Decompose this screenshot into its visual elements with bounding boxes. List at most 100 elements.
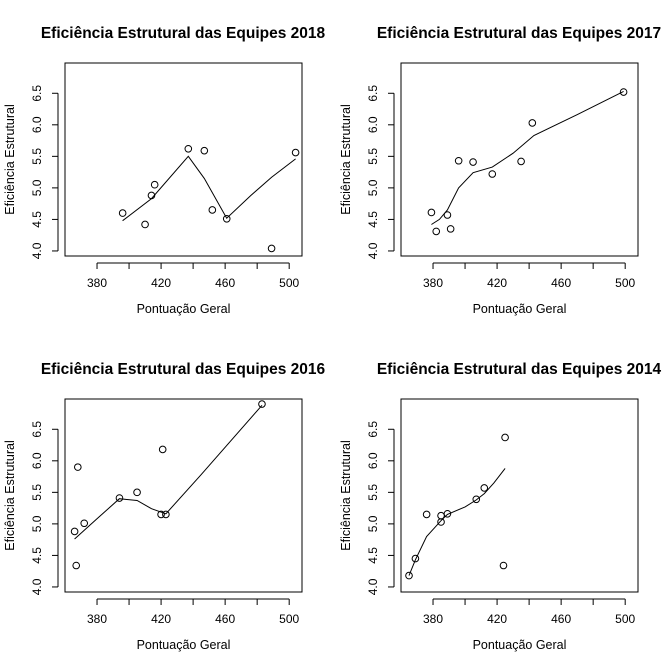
- data-point: [141, 220, 149, 229]
- chart-title: Eficiência Estrutural das Equipes 2018: [41, 25, 326, 42]
- data-point: [157, 510, 165, 519]
- data-point: [162, 510, 170, 519]
- data-point: [480, 484, 489, 492]
- x-tick-label: 420: [487, 612, 507, 626]
- y-tick-label: 5.0: [30, 515, 44, 532]
- chart-title: Eficiência Estrutural das Equipes 2016: [41, 361, 326, 378]
- y-axis-label: Eficiência Estrutural: [339, 440, 353, 550]
- smooth-line: [74, 404, 263, 540]
- data-point: [427, 208, 436, 217]
- x-axis-label: Pontuação Geral: [137, 638, 231, 652]
- data-point: [437, 518, 445, 526]
- chart-title: Eficiência Estrutural das Equipes 2014: [377, 361, 662, 378]
- y-tick-label: 6.0: [30, 116, 44, 133]
- y-tick-label: 6.5: [30, 85, 44, 102]
- data-point: [437, 511, 445, 520]
- x-axis-label: Pontuação Geral: [137, 302, 231, 316]
- data-point: [208, 206, 217, 214]
- y-tick-label: 6.5: [30, 421, 44, 438]
- data-point: [267, 244, 276, 253]
- data-point: [469, 158, 477, 166]
- data-point: [443, 509, 452, 518]
- x-tick-label: 500: [279, 612, 299, 626]
- data-point: [501, 433, 509, 442]
- y-tick-label: 5.0: [30, 179, 44, 196]
- data-point: [72, 561, 81, 570]
- data-point: [74, 463, 82, 471]
- y-tick-label: 5.5: [366, 148, 380, 165]
- data-point: [432, 227, 441, 236]
- x-tick-label: 500: [279, 276, 299, 290]
- x-tick-label: 380: [423, 612, 443, 626]
- y-tick-label: 5.0: [366, 515, 380, 532]
- y-axis-label: Eficiência Estrutural: [339, 104, 353, 214]
- y-tick-label: 6.5: [366, 421, 380, 438]
- y-tick-label: 5.5: [30, 484, 44, 501]
- data-point: [80, 519, 89, 528]
- y-tick-label: 5.5: [366, 484, 380, 501]
- data-point: [147, 191, 156, 200]
- data-point: [184, 144, 193, 153]
- y-tick-label: 5.5: [30, 148, 44, 165]
- x-tick-label: 380: [87, 276, 107, 290]
- y-tick-label: 4.0: [366, 578, 380, 595]
- x-tick-label: 500: [615, 612, 635, 626]
- y-tick-label: 6.5: [366, 85, 380, 102]
- y-tick-label: 4.5: [30, 211, 44, 228]
- data-point: [422, 510, 431, 519]
- data-point: [488, 170, 497, 178]
- data-point: [115, 494, 124, 502]
- plot-frame: [64, 62, 303, 257]
- plot-frame: [400, 62, 639, 257]
- data-point: [446, 225, 455, 233]
- y-tick-label: 4.5: [366, 211, 380, 228]
- y-tick-label: 4.5: [366, 547, 380, 564]
- data-point: [411, 554, 420, 563]
- y-tick-label: 4.0: [30, 578, 44, 595]
- data-point: [443, 211, 452, 219]
- x-tick-label: 420: [487, 276, 507, 290]
- data-point: [499, 561, 508, 570]
- x-tick-label: 460: [215, 612, 235, 626]
- chart-panel-1: Eficiência Estrutural das Equipes 2017 38…: [339, 25, 661, 316]
- data-point: [528, 119, 537, 127]
- data-point: [291, 148, 300, 157]
- data-point: [405, 571, 413, 580]
- data-point: [258, 400, 266, 408]
- y-tick-label: 5.0: [366, 179, 380, 196]
- x-tick-label: 420: [151, 276, 171, 290]
- x-axis-label: Pontuação Geral: [473, 638, 567, 652]
- x-tick-label: 500: [615, 276, 635, 290]
- x-tick-label: 380: [87, 612, 107, 626]
- x-tick-label: 420: [151, 612, 171, 626]
- data-point: [200, 146, 209, 155]
- data-point: [454, 156, 463, 165]
- x-tick-label: 380: [423, 276, 443, 290]
- x-tick-label: 460: [551, 276, 571, 290]
- data-point: [133, 488, 141, 497]
- data-point: [472, 495, 481, 504]
- x-tick-label: 460: [215, 276, 235, 290]
- data-point: [619, 88, 628, 96]
- data-point: [70, 527, 79, 536]
- data-point: [517, 157, 525, 166]
- data-point: [150, 180, 159, 189]
- y-tick-label: 4.5: [30, 547, 44, 564]
- y-tick-label: 6.0: [366, 452, 380, 469]
- chart-title: Eficiência Estrutural das Equipes 2017: [377, 25, 661, 42]
- chart-panel-0: Eficiência Estrutural das Equipes 2018 38…: [3, 25, 326, 316]
- chart-panel-2: Eficiência Estrutural das Equipes 2016 38…: [3, 361, 326, 652]
- x-axis-label: Pontuação Geral: [473, 302, 567, 316]
- data-point: [222, 214, 231, 223]
- smooth-line: [122, 155, 296, 222]
- x-tick-label: 460: [551, 612, 571, 626]
- data-point: [118, 209, 127, 217]
- plot-frame: [64, 398, 303, 593]
- y-tick-label: 4.0: [30, 242, 44, 259]
- y-tick-label: 6.0: [366, 116, 380, 133]
- y-axis-label: Eficiência Estrutural: [3, 104, 17, 214]
- y-tick-label: 6.0: [30, 452, 44, 469]
- chart-panel-3: Eficiência Estrutural das Equipes 2014 38…: [339, 361, 662, 652]
- y-tick-label: 4.0: [366, 242, 380, 259]
